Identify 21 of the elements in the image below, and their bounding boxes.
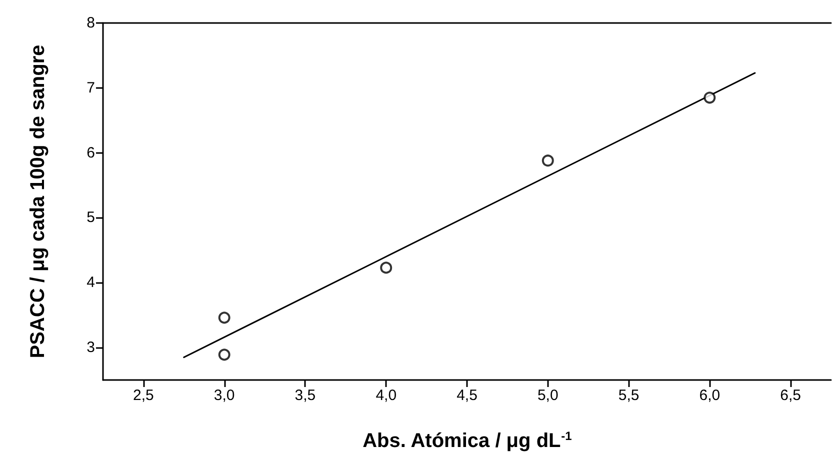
point [218,348,230,361]
x-tick-label: 3,5 [294,387,316,404]
y-tick-label: 8 [86,14,95,32]
x-tick-label: 3,0 [214,387,235,404]
point [380,262,392,274]
x-tick-label: 2,5 [133,387,154,404]
y-tick-label: 7 [86,79,95,96]
x-tick-label: 4,5 [456,387,478,404]
x-tick-label: 6,0 [699,387,720,404]
x-tick-label: 5,0 [537,387,558,404]
point [218,312,230,324]
y-axis-title: PSACC / μg cada 100g de sangre [27,44,49,358]
x-tick-label: 5,5 [618,387,640,404]
point [542,154,554,167]
y-tick-label: 6 [86,144,95,162]
x-tick-label: 6,5 [780,387,801,404]
y-tick-label: 4 [86,274,95,292]
point [704,92,716,104]
y-tick-label: 5 [86,209,95,226]
x-tick-label: 4,0 [376,387,397,404]
y-tick-label: 3 [86,339,95,356]
